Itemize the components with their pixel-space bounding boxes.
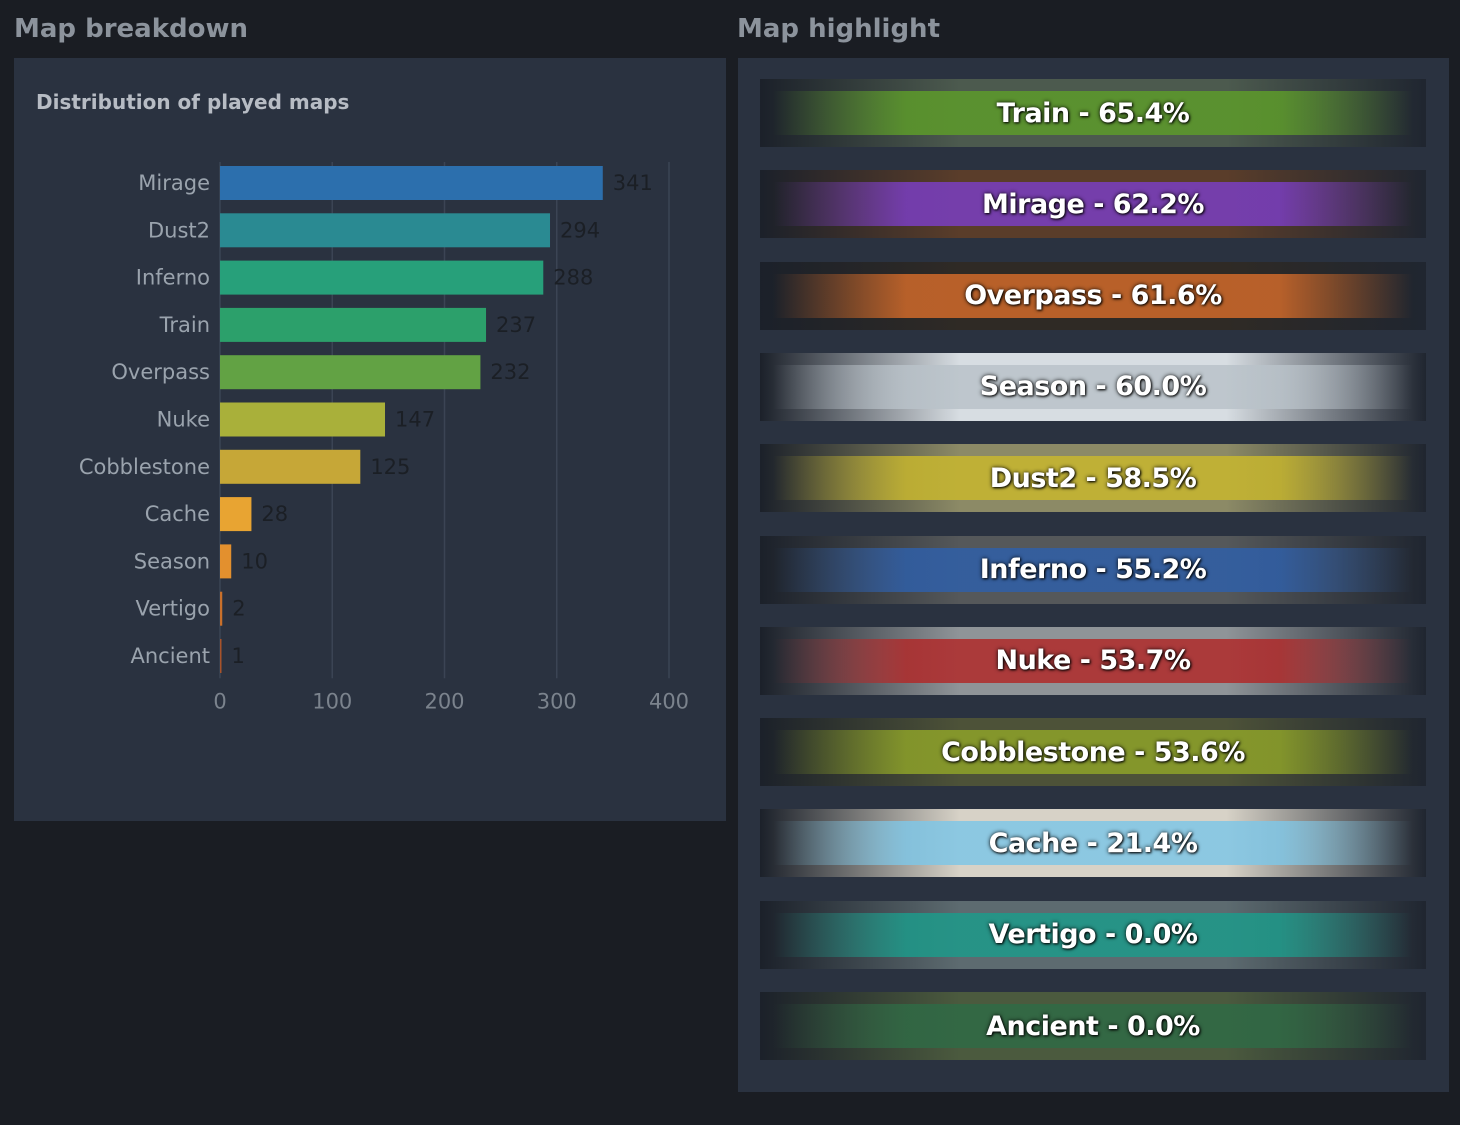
x-tick-label: 300 [537,689,577,713]
chart-title: Distribution of played maps [36,90,350,114]
map-highlight-banner[interactable]: Season - 60.0% [760,352,1426,421]
map-breakdown-panel: Distribution of played maps 0 100 200 300 40… [14,58,726,821]
distribution-bar-chart: 0 100 200 300 400 Mirage 341 Dust2 294 Inferno 288… [79,162,689,713]
map-highlight-label: Train - 65.4% [996,97,1190,129]
category-label: Vertigo [135,597,210,621]
map-highlight-label: Ancient - 0.0% [986,1010,1200,1042]
color-stripe [760,273,1426,318]
x-tick-label: 400 [649,689,689,713]
color-stripe [760,638,1426,683]
color-stripe [760,456,1426,501]
value-label: 125 [370,455,410,479]
map-highlight-banner[interactable]: Cache - 21.4% [760,809,1426,878]
map-highlight-title: Map highlight [737,14,940,44]
x-tick-label: 0 [213,689,226,713]
map-highlight-banner[interactable]: Vertigo - 0.0% [760,900,1426,969]
map-highlight-banner[interactable]: Ancient - 0.0% [760,992,1426,1060]
bar[interactable] [220,449,361,484]
map-highlight-panel: Train - 65.4% Mirage - 62.2% Overpass - 61… [738,58,1449,1092]
value-label: 28 [261,502,288,526]
color-stripe [760,912,1426,957]
color-stripe [760,547,1426,592]
map-highlight-label: Overpass - 61.6% [964,280,1222,312]
category-label: Nuke [157,408,210,432]
bar[interactable] [220,307,487,342]
category-label: Dust2 [148,218,210,242]
color-stripe [760,1004,1426,1048]
x-tick-label: 100 [312,689,352,713]
bar[interactable] [220,260,544,295]
color-stripe [760,182,1426,227]
value-label: 294 [560,218,600,242]
bar[interactable] [220,544,232,579]
color-stripe [760,730,1426,775]
bar[interactable] [220,639,222,673]
bar[interactable] [220,402,386,437]
value-label: 232 [490,360,530,384]
value-label: 2 [232,597,245,621]
category-label: Overpass [111,360,210,384]
bar[interactable] [220,213,551,248]
bar[interactable] [220,166,603,200]
bar[interactable] [220,497,252,532]
category-label: Cache [145,502,210,526]
color-stripe [760,364,1426,409]
map-highlight-label: Inferno - 55.2% [979,554,1207,585]
map-highlight-banner[interactable]: Overpass - 61.6% [760,261,1426,330]
category-label: Cobblestone [79,455,210,479]
value-label: 341 [613,171,653,195]
map-highlight-banner[interactable]: Nuke - 53.7% [760,626,1426,695]
category-label: Mirage [138,171,210,195]
map-breakdown-title: Map breakdown [14,14,248,44]
map-highlight-label: Season - 60.0% [979,371,1207,403]
map-highlight-banner[interactable]: Mirage - 62.2% [760,170,1426,239]
map-highlight-banner[interactable]: Cobblestone - 53.6% [760,718,1426,787]
value-label: 147 [395,408,435,432]
category-label: Inferno [136,266,210,290]
map-highlight-label: Cobblestone - 53.6% [941,736,1245,768]
map-highlight-label: Nuke - 53.7% [995,645,1191,677]
color-stripe [760,821,1426,866]
value-label: 237 [496,313,536,337]
bar[interactable] [220,355,481,390]
value-label: 10 [241,549,268,573]
color-stripe [760,91,1426,135]
bar[interactable] [220,591,223,626]
map-highlight-label: Dust2 - 58.5% [989,462,1197,494]
map-highlight-banner[interactable]: Inferno - 55.2% [760,535,1426,604]
category-label: Ancient [130,644,210,668]
value-label: 288 [553,266,593,290]
map-highlight-label: Mirage - 62.2% [982,188,1204,220]
map-highlight-label: Vertigo - 0.0% [988,919,1198,951]
map-highlight-banner[interactable]: Dust2 - 58.5% [760,444,1426,513]
category-label: Train [159,313,210,337]
value-label: 1 [232,644,245,668]
map-highlight-banner[interactable]: Train - 65.4% [760,79,1426,147]
map-highlight-label: Cache - 21.4% [988,827,1198,859]
category-label: Season [134,549,210,573]
x-tick-label: 200 [424,689,464,713]
